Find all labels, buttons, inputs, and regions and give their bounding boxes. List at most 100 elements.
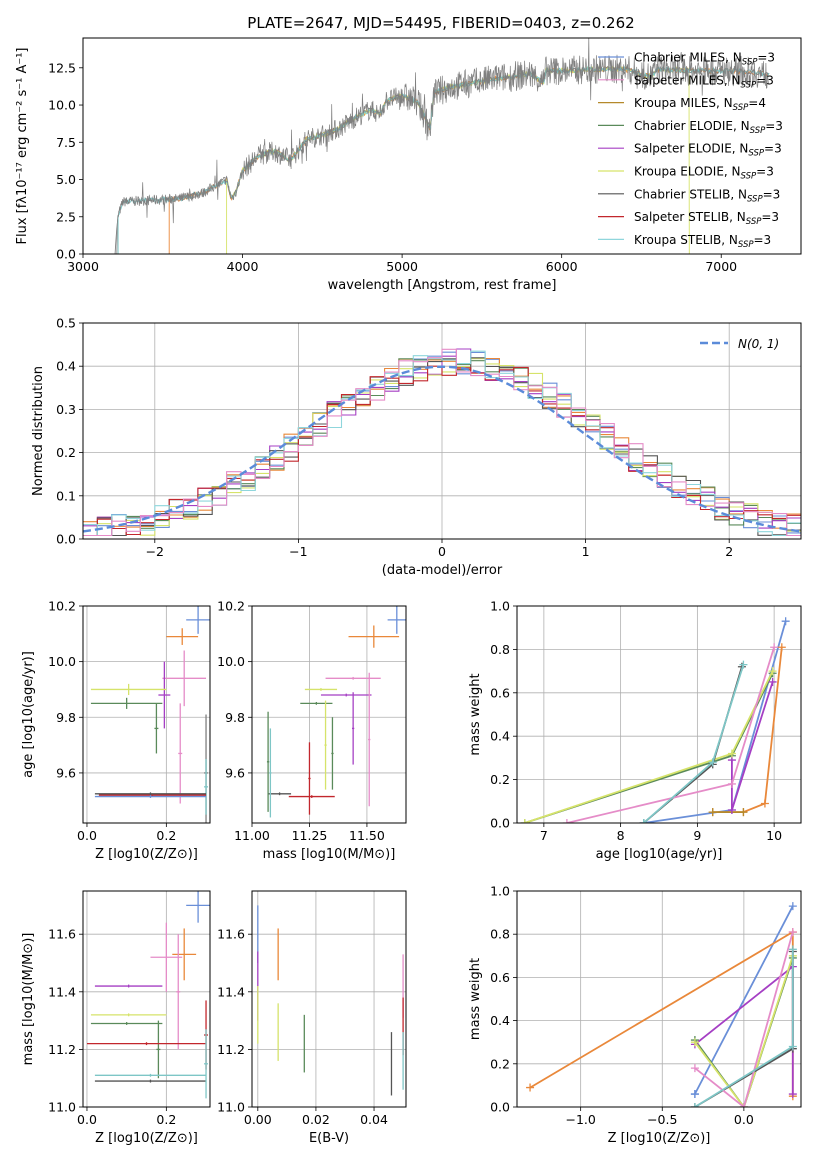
y-tick-label: 9.6 bbox=[56, 765, 76, 780]
legend-tail: =3 bbox=[764, 142, 782, 156]
y-tick-label: 0.0 bbox=[56, 532, 76, 547]
y-axis-label: mass weight bbox=[468, 958, 483, 1040]
weight-marker bbox=[690, 1064, 699, 1073]
weight-line bbox=[643, 666, 743, 823]
legend-name: Kroupa STELIB, N bbox=[634, 233, 738, 247]
legend-label: Salpeter ELODIE, NSSP=3 bbox=[634, 142, 782, 159]
legend-sub: SSP bbox=[742, 58, 758, 68]
x-tick-label: 0.0 bbox=[77, 828, 97, 843]
axes-frame bbox=[82, 37, 802, 255]
age-vs-metallicity-panel: 0.0 0.2 9.6 9.8 10.0 10.2 Z [log10(Z/Z⊙)] age [… bbox=[21, 599, 211, 862]
x-tick-label: −2 bbox=[146, 544, 164, 559]
legend: N(0, 1) bbox=[700, 337, 779, 351]
grid-lines bbox=[251, 605, 406, 823]
histogram-step-line bbox=[83, 365, 801, 537]
y-axis-label: mass weight bbox=[468, 673, 483, 755]
mass-vs-extinction-panel: 0.00 0.02 0.04 11.0 11.2 11.4 11.6 E(B-V) bbox=[217, 890, 407, 1146]
error-bar-point bbox=[308, 742, 311, 815]
error-bar-point bbox=[351, 692, 355, 765]
weight-marker bbox=[526, 1083, 535, 1092]
y-tick-label: 7.5 bbox=[56, 135, 76, 150]
x-tick-label: 11.25 bbox=[292, 828, 328, 843]
x-tick-label: 0.00 bbox=[244, 1112, 272, 1127]
legend-label: Chabrier ELODIE, NSSP=3 bbox=[634, 119, 783, 136]
y-tick-label: 10.2 bbox=[217, 599, 245, 614]
y-tick-label: 0.2 bbox=[490, 1056, 510, 1071]
error-bar-point bbox=[90, 1022, 163, 1025]
x-tick-label: 8 bbox=[617, 828, 625, 843]
error-bar-point bbox=[288, 795, 335, 798]
error-bar-point bbox=[178, 703, 183, 804]
legend-tail: =4 bbox=[748, 96, 766, 110]
y-tick-label: 9.8 bbox=[225, 710, 245, 725]
legend-label: Kroupa MILES, NSSP=4 bbox=[634, 96, 766, 113]
error-bar-point bbox=[90, 697, 163, 709]
error-bar-point bbox=[158, 661, 171, 729]
legend-name: Kroupa MILES, N bbox=[634, 96, 733, 110]
age-vs-mass-panel: 11.00 11.25 11.50 9.6 9.8 10.0 10.2 mass [log10… bbox=[217, 599, 407, 862]
error-bar-point bbox=[186, 891, 210, 923]
residual-histogram-panel: −2 −1 0 1 2 0.0 0.1 0.2 0.3 0.4 0.5 (data-model)/er… bbox=[31, 316, 802, 578]
error-bar-point bbox=[94, 1073, 207, 1077]
x-tick-label: −1 bbox=[289, 544, 307, 559]
legend-sub: SSP bbox=[750, 126, 766, 136]
x-tick-label: 2 bbox=[725, 544, 733, 559]
weight-series bbox=[639, 660, 748, 823]
legend-sub: SSP bbox=[741, 172, 757, 182]
error-bar-point bbox=[304, 688, 338, 691]
error-bar-point bbox=[94, 792, 207, 796]
weight-marker bbox=[690, 1103, 699, 1107]
grid-lines bbox=[83, 891, 210, 1108]
error-bar-point bbox=[331, 717, 334, 790]
y-tick-label: 0.4 bbox=[490, 729, 510, 744]
y-tick-label: 0.4 bbox=[490, 1013, 510, 1028]
y-tick-label: 10.2 bbox=[48, 599, 76, 614]
x-tick-label: 5000 bbox=[386, 259, 418, 274]
legend-label: Kroupa ELODIE, NSSP=3 bbox=[634, 165, 774, 182]
x-tick-label: −0.5 bbox=[647, 1112, 677, 1127]
x-tick-label: 7000 bbox=[705, 259, 737, 274]
y-axis-label: mass [log10(M/M⊙)] bbox=[21, 933, 36, 1066]
legend-sub: SSP bbox=[746, 217, 762, 227]
plot-area bbox=[520, 617, 790, 823]
plot-area bbox=[90, 606, 210, 823]
y-tick-label: 9.8 bbox=[56, 710, 76, 725]
x-tick-label: 0.0 bbox=[77, 1112, 97, 1127]
legend-sub: SSP bbox=[748, 149, 764, 159]
grid-lines bbox=[517, 890, 801, 1108]
y-tick-label: 0.8 bbox=[490, 642, 510, 657]
y-axis-label: age [log10(age/yr)] bbox=[21, 651, 36, 778]
weight-series bbox=[690, 928, 797, 1107]
y-tick-label: 0.2 bbox=[56, 445, 76, 460]
y-tick-label: 11.0 bbox=[48, 1100, 76, 1115]
axes-frame bbox=[82, 605, 211, 824]
mass-vs-metallicity-panel: 0.0 0.2 11.0 11.2 11.4 11.6 Z [log10(Z/Z⊙)] mas… bbox=[21, 890, 211, 1146]
error-bar-point bbox=[150, 922, 183, 992]
error-bar-point bbox=[162, 650, 207, 707]
error-bar-point bbox=[166, 628, 199, 645]
x-tick-label: 11.50 bbox=[349, 828, 385, 843]
x-tick-label: 0.2 bbox=[156, 1112, 176, 1127]
weight-series bbox=[526, 928, 797, 1101]
y-tick-label: 11.4 bbox=[48, 984, 76, 999]
x-tick-label: 9 bbox=[693, 828, 701, 843]
error-bar-point bbox=[204, 1029, 209, 1099]
legend-label: Kroupa STELIB, NSSP=3 bbox=[634, 233, 771, 250]
weight-marker bbox=[708, 758, 717, 767]
legend-tail: =3 bbox=[763, 187, 781, 201]
error-bar-point bbox=[268, 792, 292, 796]
weight-marker bbox=[788, 1042, 797, 1051]
error-bar-point bbox=[172, 928, 197, 981]
x-axis-label: mass [log10(M/M⊙)] bbox=[263, 847, 396, 862]
y-tick-label: 11.6 bbox=[217, 927, 245, 942]
plot-area bbox=[526, 902, 797, 1107]
legend-tail: =3 bbox=[756, 73, 774, 87]
y-tick-label: 5.0 bbox=[56, 172, 76, 187]
legend-tail: =3 bbox=[761, 210, 779, 224]
weight-line bbox=[694, 955, 794, 1107]
grid-lines bbox=[83, 605, 210, 823]
y-tick-label: 0.1 bbox=[56, 488, 76, 503]
x-tick-label: −1.0 bbox=[565, 1112, 595, 1127]
x-axis-label: Z [log10(Z/Z⊙)] bbox=[608, 1131, 711, 1146]
y-tick-label: 1.0 bbox=[490, 599, 510, 614]
